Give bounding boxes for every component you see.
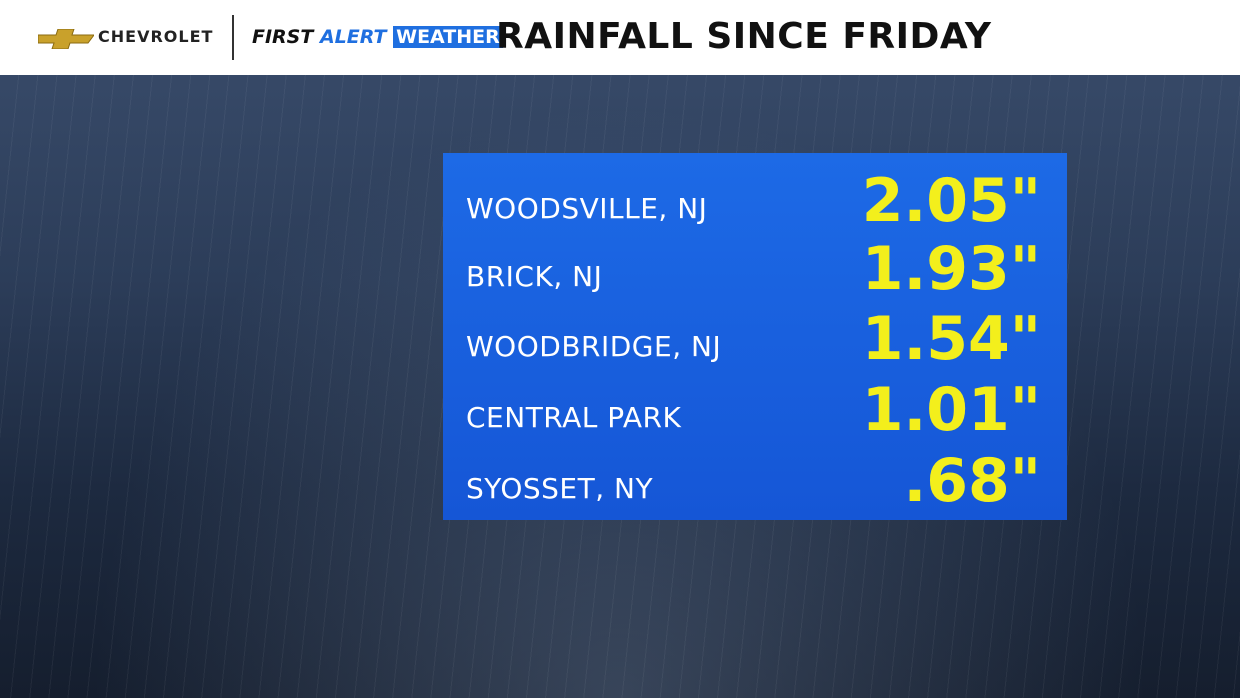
title: RAINFALL SINCE FRIDAY xyxy=(496,16,992,57)
rainfall-amount: 2.05" xyxy=(861,166,1041,236)
rainfall-amount: 1.01" xyxy=(861,375,1041,445)
divider xyxy=(232,15,234,60)
header-bar: CHEVROLET FIRST ALERT WEATHER RAINFALL S… xyxy=(0,0,1240,75)
sponsor-logo xyxy=(38,29,94,49)
table-row: SYOSSET, NY .68" xyxy=(443,443,1067,513)
table-row: WOODSVILLE, NJ 2.05" xyxy=(443,163,1067,233)
location-name: CENTRAL PARK xyxy=(466,401,682,434)
brand-first: FIRST xyxy=(252,26,314,48)
table-row: CENTRAL PARK 1.01" xyxy=(443,372,1067,442)
location-name: SYOSSET, NY xyxy=(466,472,654,505)
location-name: WOODBRIDGE, NJ xyxy=(466,330,722,363)
rainfall-amount: 1.93" xyxy=(861,234,1041,304)
brand-weather: WEATHER xyxy=(393,26,503,48)
location-name: BRICK, NJ xyxy=(466,260,603,293)
table-row: WOODBRIDGE, NJ 1.54" xyxy=(443,301,1067,371)
table-row: BRICK, NJ 1.93" xyxy=(443,231,1067,301)
brand: FIRST ALERT WEATHER xyxy=(252,26,503,48)
rainfall-table: WOODSVILLE, NJ 2.05" BRICK, NJ 1.93" WOODBRI… xyxy=(443,153,1067,520)
rainfall-amount: 1.54" xyxy=(861,304,1041,374)
rainfall-amount: .68" xyxy=(903,446,1041,516)
location-name: WOODSVILLE, NJ xyxy=(466,192,708,225)
sponsor-name: CHEVROLET xyxy=(98,27,214,46)
brand-alert: ALERT xyxy=(319,26,387,48)
